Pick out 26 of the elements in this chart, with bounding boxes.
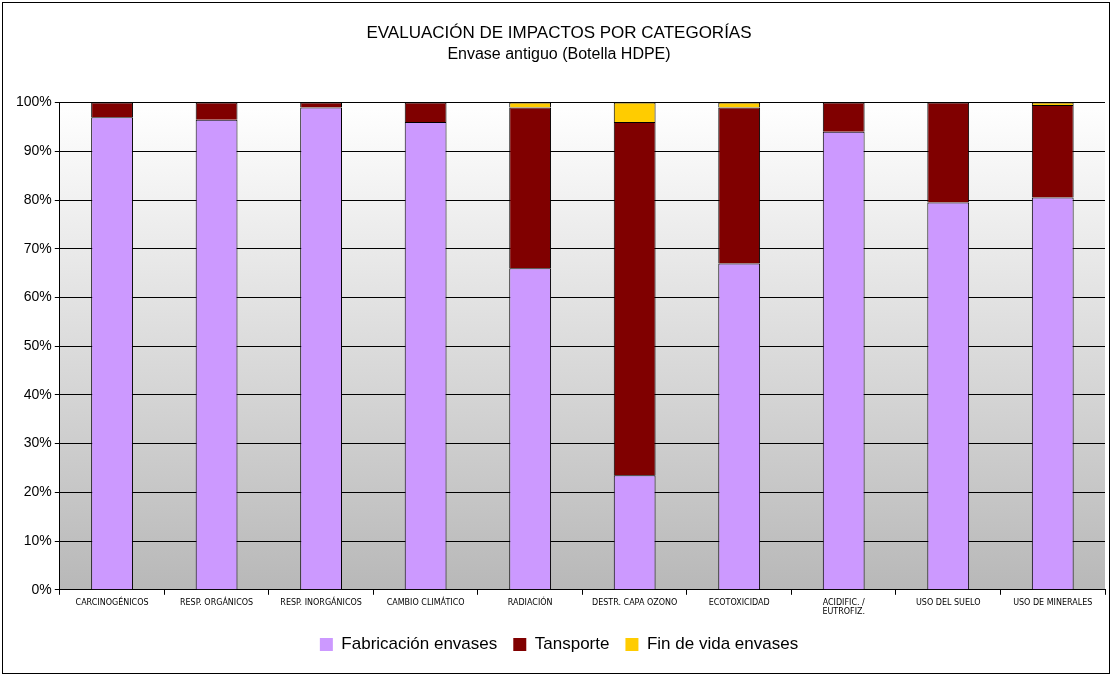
- chart-title: EVALUACIÓN DE IMPACTOS POR CATEGORÍAS: [366, 22, 752, 42]
- y-tick-label: 80%: [23, 190, 52, 207]
- x-tick-label: DESTR. CAPA OZONO: [592, 597, 678, 607]
- x-tick-label: ECOTOXICIDAD: [708, 597, 770, 607]
- x-tick-label: CARCINOGÉNICOS: [75, 595, 149, 607]
- y-tick-label: 20%: [23, 483, 52, 500]
- y-tick-label: 60%: [23, 288, 52, 305]
- y-tick-label: 100%: [15, 93, 52, 110]
- y-tick-label: 40%: [23, 385, 52, 402]
- y-tick-label: 30%: [23, 434, 52, 451]
- x-tick-label: RESP. INORGÁNICOS: [280, 595, 362, 607]
- y-tick-label: 10%: [23, 531, 52, 548]
- legend-label: Fin de vida envases: [646, 634, 799, 654]
- y-tick-label: 0%: [31, 580, 52, 597]
- x-tick-label: ACIDIFIC. / EUTROFIZ.: [822, 597, 866, 617]
- y-tick-label: 90%: [23, 142, 52, 159]
- x-tick-label: RESP. ORGÁNICOS: [179, 595, 254, 607]
- y-tick-label: 50%: [23, 337, 52, 354]
- x-tick-label: USO DE MINERALES: [1013, 597, 1093, 607]
- y-tick-label: 70%: [23, 239, 52, 256]
- x-tick-label: USO DEL SUELO: [915, 597, 981, 607]
- legend-label: Fabricación envases: [341, 634, 498, 654]
- x-tick-label: CAMBIO CLIMÁTICO: [386, 595, 465, 607]
- chart-subtitle: Envase antiguo (Botella HDPE): [447, 45, 671, 63]
- legend-label: Tansporte: [534, 634, 610, 654]
- x-tick-label: RADIACIÓN: [507, 595, 553, 607]
